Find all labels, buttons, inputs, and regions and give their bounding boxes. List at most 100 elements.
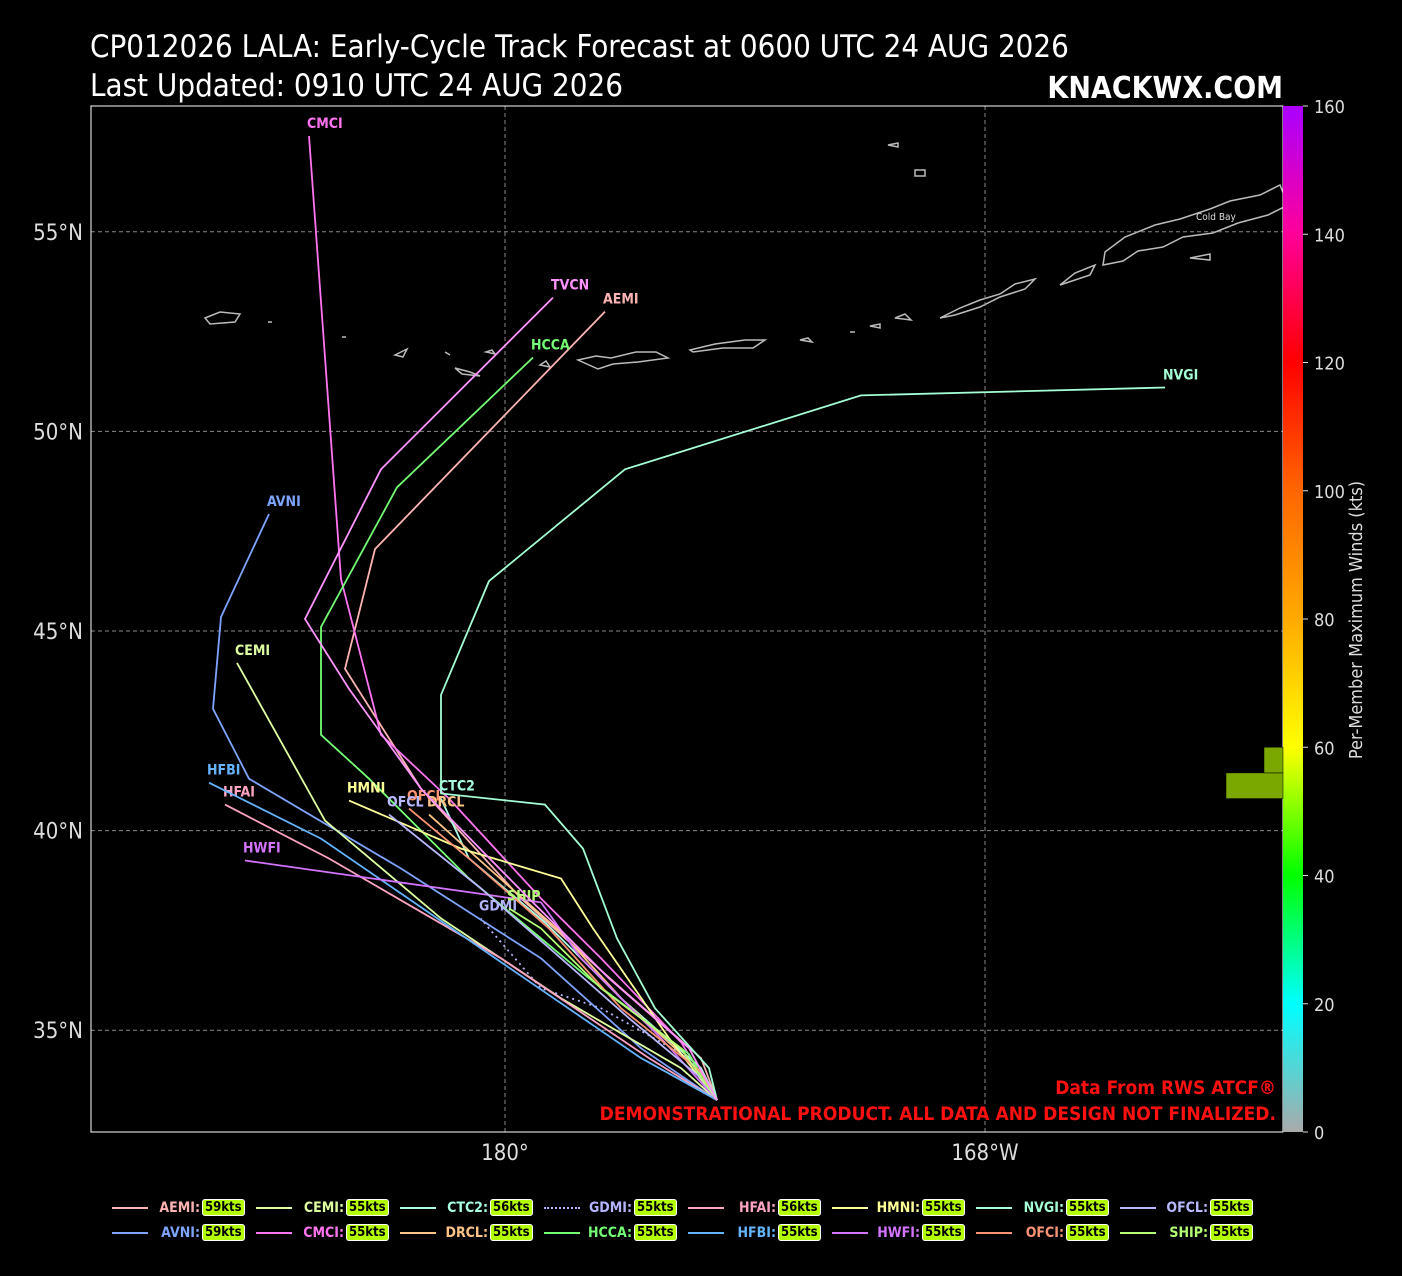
track-label: HFAI bbox=[223, 785, 255, 801]
legend-max-wind: 55kts bbox=[1066, 1224, 1109, 1241]
colorbar-tick-label: 160 bbox=[1314, 97, 1345, 118]
legend-name: CTC2 bbox=[444, 1200, 488, 1216]
legend-entry: OFCI55kts bbox=[976, 1220, 1120, 1245]
legend-name: SHIP bbox=[1164, 1225, 1208, 1241]
legend-entry: DRCL55kts bbox=[400, 1220, 544, 1245]
legend-swatch bbox=[832, 1206, 868, 1209]
legend-name: DRCL bbox=[444, 1225, 488, 1241]
legend-entry: HWFI55kts bbox=[832, 1220, 976, 1245]
track-line bbox=[508, 907, 718, 1101]
legend-max-wind: 56kts bbox=[778, 1199, 821, 1216]
legend-entry: NVGI55kts bbox=[976, 1195, 1120, 1220]
legend-entry: AEMI59kts bbox=[112, 1195, 256, 1220]
x-tick-label: 180° bbox=[481, 1141, 529, 1166]
legend-name: HWFI bbox=[876, 1225, 920, 1241]
legend-max-wind: 59kts bbox=[202, 1199, 245, 1216]
legend-swatch bbox=[544, 1231, 580, 1234]
y-tick-label: 45°N bbox=[33, 620, 83, 645]
colorbar-tick-label: 40 bbox=[1314, 867, 1335, 888]
track-label: AEMI bbox=[603, 292, 639, 308]
legend: AEMI59ktsAVNI59ktsCEMI55ktsCMCI55ktsCTC2… bbox=[112, 1195, 1264, 1245]
legend-max-wind: 59kts bbox=[202, 1224, 245, 1241]
legend-entry: HFBI55kts bbox=[688, 1220, 832, 1245]
colorbar-tick-label: 100 bbox=[1314, 482, 1345, 503]
legend-swatch bbox=[976, 1231, 1012, 1234]
legend-swatch bbox=[688, 1231, 724, 1234]
legend-swatch bbox=[976, 1206, 1012, 1209]
legend-swatch bbox=[112, 1231, 148, 1234]
source-note: Data From RWS ATCF® bbox=[1055, 1077, 1276, 1099]
legend-max-wind: 55kts bbox=[346, 1224, 389, 1241]
colorbar-tick-label: 0 bbox=[1314, 1123, 1324, 1144]
wind-histogram-bar bbox=[1263, 747, 1284, 774]
legend-name: CMCI bbox=[300, 1225, 344, 1241]
legend-swatch bbox=[256, 1231, 292, 1234]
legend-max-wind: 56kts bbox=[490, 1199, 533, 1216]
coastlines bbox=[203, 142, 1289, 377]
track-label: HMNI bbox=[347, 781, 385, 797]
colorbar-tick-label: 140 bbox=[1314, 225, 1345, 246]
legend-name: AVNI bbox=[156, 1225, 200, 1241]
legend-entry: SHIP55kts bbox=[1120, 1220, 1264, 1245]
legend-name: HFAI bbox=[732, 1200, 776, 1216]
y-tick-label: 40°N bbox=[33, 820, 83, 845]
legend-swatch bbox=[688, 1206, 724, 1209]
legend-entry: HCCA55kts bbox=[544, 1220, 688, 1245]
legend-entry: CMCI55kts bbox=[256, 1220, 400, 1245]
legend-entry: GDMI55kts bbox=[544, 1195, 688, 1220]
track-label: HFBI bbox=[207, 763, 240, 779]
legend-max-wind: 55kts bbox=[1066, 1199, 1109, 1216]
track-label: OFCL bbox=[387, 795, 424, 811]
track-line bbox=[224, 803, 718, 1101]
legend-name: OFCI bbox=[1020, 1225, 1064, 1241]
legend-entry: AVNI59kts bbox=[112, 1220, 256, 1245]
legend-max-wind: 55kts bbox=[1210, 1199, 1253, 1216]
legend-swatch bbox=[256, 1206, 292, 1209]
track-line bbox=[348, 799, 718, 1101]
track-label: CMCI bbox=[307, 116, 343, 132]
y-tick-label: 35°N bbox=[33, 1019, 83, 1044]
track-line bbox=[244, 859, 718, 1101]
legend-swatch bbox=[400, 1231, 436, 1234]
y-tick-label: 55°N bbox=[33, 221, 83, 246]
track-label: AVNI bbox=[267, 494, 301, 510]
subtitle: Last Updated: 0910 UTC 24 AUG 2026 bbox=[90, 68, 623, 104]
legend-max-wind: 55kts bbox=[922, 1199, 965, 1216]
colorbar-tick-label: 60 bbox=[1314, 738, 1335, 759]
track-line bbox=[388, 813, 718, 1101]
track-label: TVCN bbox=[551, 278, 589, 294]
legend-name: HCCA bbox=[588, 1225, 632, 1241]
track-map: CP012026 LALA: Early-Cycle Track Forecas… bbox=[33, 29, 1367, 1166]
track-line bbox=[440, 386, 1166, 1101]
colorbar-tick-label: 80 bbox=[1314, 610, 1335, 631]
track-line bbox=[236, 662, 718, 1101]
legend-name: GDMI bbox=[588, 1200, 632, 1216]
wind-histogram-bar bbox=[1225, 772, 1284, 799]
legend-swatch bbox=[1120, 1231, 1156, 1234]
legend-entry: CEMI55kts bbox=[256, 1195, 400, 1220]
legend-max-wind: 55kts bbox=[634, 1224, 677, 1241]
legend-entry: CTC256kts bbox=[400, 1195, 544, 1220]
track-label: CTC2 bbox=[439, 779, 475, 795]
legend-name: AEMI bbox=[156, 1200, 200, 1216]
title: CP012026 LALA: Early-Cycle Track Forecas… bbox=[90, 29, 1069, 65]
colorbar bbox=[1283, 106, 1303, 1132]
track-label: CEMI bbox=[235, 643, 270, 659]
legend-name: HFBI bbox=[732, 1225, 776, 1241]
track-line bbox=[428, 813, 718, 1101]
track-label: HCCA bbox=[531, 338, 570, 354]
colorbar-tick-label: 120 bbox=[1314, 354, 1345, 375]
legend-swatch bbox=[400, 1206, 436, 1209]
colorbar-tick-label: 20 bbox=[1314, 995, 1335, 1016]
disclaimer: DEMONSTRATIONAL PRODUCT. ALL DATA AND DE… bbox=[600, 1103, 1276, 1125]
track-line bbox=[308, 135, 718, 1101]
track-line bbox=[208, 781, 718, 1101]
track-line bbox=[303, 296, 718, 1101]
track-label: SHIP bbox=[507, 888, 541, 904]
track-line bbox=[408, 807, 718, 1101]
x-tick-label: 168°W bbox=[951, 1141, 1018, 1166]
legend-max-wind: 55kts bbox=[922, 1224, 965, 1241]
legend-max-wind: 55kts bbox=[778, 1224, 821, 1241]
legend-entry: OFCL55kts bbox=[1120, 1195, 1264, 1220]
